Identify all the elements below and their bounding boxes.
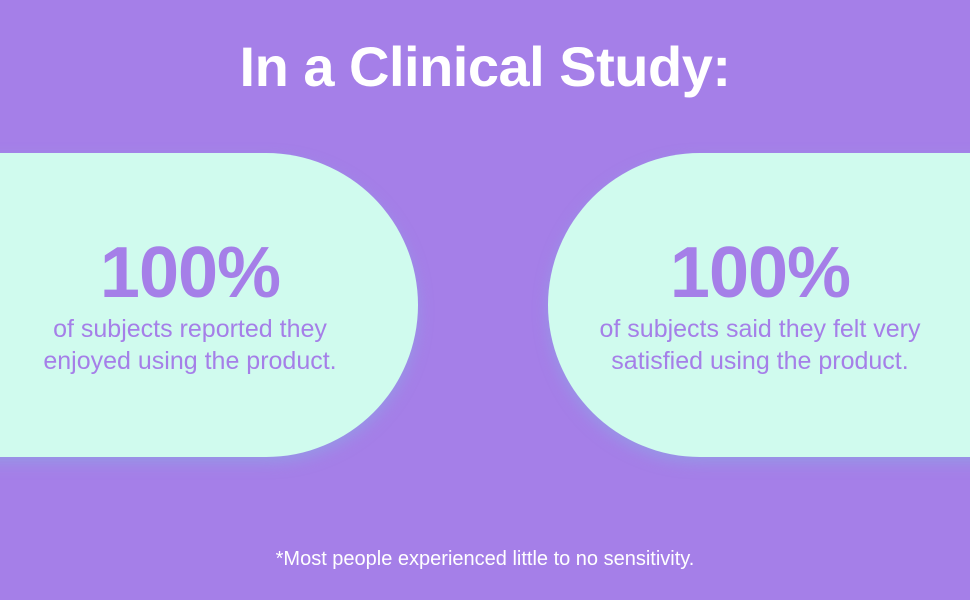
stat-text: satisfied using the product.	[611, 347, 909, 375]
stat-card	[548, 153, 970, 457]
stat: 100% of subjects reported they enjoyed u…	[0, 233, 380, 377]
footnote: *Most people experienced little to no se…	[275, 548, 695, 570]
stat-text: of subjects said they felt very	[599, 315, 921, 343]
stat-text: enjoyed using the product.	[43, 347, 337, 375]
stat-value: 100%	[99, 233, 281, 313]
title: In a Clinical Study:	[239, 35, 731, 98]
stat: 100% of subjects said they felt very sat…	[570, 233, 950, 377]
stat-value: 100%	[669, 233, 851, 313]
stat-text: of subjects reported they	[53, 315, 327, 343]
stat-card	[0, 153, 418, 457]
